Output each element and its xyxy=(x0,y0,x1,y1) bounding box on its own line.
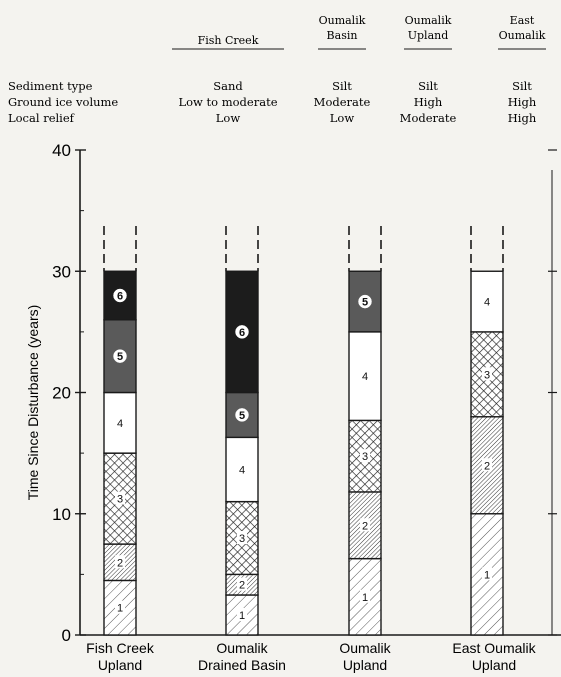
stage-label: 3 xyxy=(117,494,123,506)
stage-label: 2 xyxy=(117,557,123,569)
stage-label: 1 xyxy=(484,569,490,581)
stage-label-bg xyxy=(115,491,125,505)
stage-label: 4 xyxy=(362,371,368,383)
stage-label-bg xyxy=(237,531,247,544)
stage-label: 1 xyxy=(117,603,123,615)
property-value: Silt xyxy=(418,79,438,93)
stage-label: 6 xyxy=(239,327,245,339)
category-label: Upland xyxy=(343,657,387,673)
stage-label-bg xyxy=(115,600,125,614)
stage-label: 3 xyxy=(362,451,368,463)
category-label: Fish Creek xyxy=(86,640,155,656)
stage-label-bg xyxy=(237,607,247,621)
stage-label: 6 xyxy=(117,291,123,303)
y-tick-label: 40 xyxy=(52,141,71,160)
property-value: Low xyxy=(216,111,241,125)
category-label: Oumalik xyxy=(339,640,391,656)
y-tick-label: 0 xyxy=(62,626,71,645)
stage-label-badge xyxy=(235,408,249,422)
property-value: Silt xyxy=(512,79,532,93)
y-axis-label: Time Since Disturbance (years) xyxy=(25,305,41,501)
category-label: Upland xyxy=(98,657,142,673)
stage-label-bg xyxy=(360,589,370,603)
stage-segment xyxy=(470,270,504,333)
stage-label-bg xyxy=(237,577,247,591)
property-value: High xyxy=(508,111,537,125)
category-label: Upland xyxy=(472,657,516,673)
stage-label-bg xyxy=(115,555,125,569)
property-label-sediment: Sediment type xyxy=(8,79,93,93)
y-tick-label: 20 xyxy=(52,384,71,403)
stage-label-badge xyxy=(235,325,249,339)
site-header-line: Basin xyxy=(327,29,358,42)
site-header-line: Oumalik xyxy=(319,14,366,27)
property-value: High xyxy=(414,95,443,109)
site-header-line: East xyxy=(510,14,535,27)
stage-label: 4 xyxy=(484,297,490,309)
stage-label: 3 xyxy=(239,533,245,545)
stage-label-badge xyxy=(358,294,372,309)
stage-label-badge xyxy=(113,288,127,303)
stage-label-bg xyxy=(482,367,492,381)
stage-label-badge xyxy=(113,349,127,363)
property-value: Sand xyxy=(213,79,243,93)
y-tick-label: 30 xyxy=(52,262,71,281)
stage-label: 4 xyxy=(239,464,245,476)
stage-label: 2 xyxy=(362,520,368,532)
site-header-line: Oumalik xyxy=(405,14,452,27)
stage-segment xyxy=(103,391,137,454)
category-label: East Oumalik xyxy=(452,640,536,656)
stage-segment xyxy=(225,436,259,503)
property-label-ice: Ground ice volume xyxy=(8,95,118,109)
site-header-line: Fish Creek xyxy=(198,34,259,47)
site-header-line: Oumalik xyxy=(499,29,546,42)
category-label: Oumalik xyxy=(216,640,268,656)
stage-label-bg xyxy=(360,449,370,463)
property-value: Moderate xyxy=(314,95,371,109)
stage-label-bg xyxy=(482,567,492,581)
y-tick-label: 10 xyxy=(52,505,71,524)
stage-label: 4 xyxy=(117,418,123,430)
stage-label: 2 xyxy=(239,580,245,592)
stage-label-bg xyxy=(482,458,492,472)
property-value: Low xyxy=(330,111,355,125)
stage-label: 5 xyxy=(362,297,368,309)
property-value: Low to moderate xyxy=(178,95,277,109)
category-label: Drained Basin xyxy=(198,657,286,673)
stage-label: 2 xyxy=(484,460,490,472)
property-label-relief: Local relief xyxy=(8,111,75,125)
stage-label: 5 xyxy=(117,351,123,363)
stage-label: 1 xyxy=(362,592,368,604)
stage-label: 1 xyxy=(239,610,245,622)
property-value: High xyxy=(508,95,537,109)
property-value: Silt xyxy=(332,79,352,93)
property-value: Moderate xyxy=(400,111,457,125)
site-header-line: Upland xyxy=(408,29,449,42)
stage-label: 5 xyxy=(239,410,245,422)
stage-label-bg xyxy=(360,518,370,532)
stage-label: 3 xyxy=(484,369,490,381)
stage-segment xyxy=(348,331,382,422)
